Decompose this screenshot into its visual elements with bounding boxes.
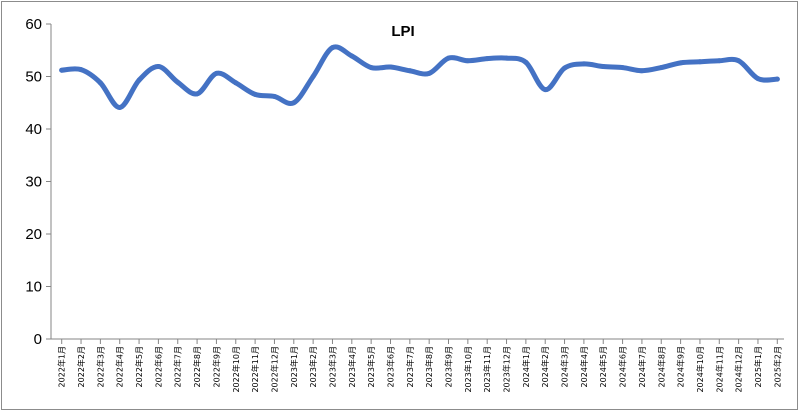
x-tick-label: 2024年4月 [579, 346, 589, 387]
y-tick-label: 60 [25, 16, 42, 33]
x-tick-label: 2023年1月 [289, 346, 299, 387]
data-point [446, 55, 452, 61]
x-tick-label: 2022年1月 [57, 346, 67, 387]
x-tick-label: 2023年10月 [463, 346, 473, 393]
y-axis: 0 10 20 30 40 50 60 [25, 16, 52, 348]
y-tick-label: 20 [25, 226, 42, 243]
data-point [620, 65, 626, 71]
x-tick-label: 2023年12月 [502, 346, 512, 393]
x-tick-label: 2024年6月 [618, 346, 628, 387]
data-point [349, 53, 355, 59]
x-tick-label: 2025年1月 [753, 346, 763, 387]
x-tick-label: 2022年8月 [192, 346, 202, 387]
x-tick-label: 2024年5月 [598, 346, 608, 387]
data-point [194, 91, 200, 97]
data-point [465, 58, 471, 64]
x-tick-label: 2023年8月 [424, 346, 434, 387]
data-point [97, 80, 103, 86]
y-tick-label: 10 [25, 279, 42, 296]
data-point [368, 65, 374, 71]
data-point [581, 61, 587, 67]
x-tick-label: 2024年7月 [637, 346, 647, 387]
x-tick-label: 2022年11月 [250, 346, 260, 393]
x-tick-label: 2024年12月 [734, 346, 744, 393]
x-tick-label: 2023年4月 [347, 346, 357, 387]
y-tick-label: 50 [25, 69, 42, 86]
y-tick-label: 30 [25, 174, 42, 191]
x-tick-label: 2023年2月 [308, 346, 318, 387]
data-point [658, 65, 664, 71]
data-point [426, 70, 432, 76]
data-point [175, 79, 181, 85]
x-tick-label: 2022年7月 [173, 346, 183, 387]
x-tick-label: 2024年11月 [714, 346, 724, 393]
data-point [562, 65, 568, 71]
x-tick-label: 2022年4月 [115, 346, 125, 387]
series [59, 44, 780, 110]
data-point [716, 58, 722, 64]
data-point [523, 59, 529, 65]
x-tick-label: 2022年10月 [231, 346, 241, 393]
chart-title: LPI [391, 23, 414, 40]
data-point [271, 93, 277, 99]
x-tick-label: 2022年6月 [153, 346, 163, 387]
x-tick-label: 2024年9月 [676, 346, 686, 387]
x-tick-label: 2023年11月 [482, 346, 492, 393]
x-tick-label: 2023年6月 [385, 346, 395, 387]
data-point [78, 67, 84, 73]
x-axis: 2022年1月 2022年2月 2022年3月 2022年4月 2022年5月 2022年… [51, 338, 784, 393]
data-point [387, 64, 393, 70]
series-line [59, 44, 780, 110]
x-tick-label: 2024年1月 [521, 346, 531, 387]
x-tick-label: 2022年2月 [76, 346, 86, 387]
x-tick-label: 2023年3月 [327, 346, 337, 387]
y-tick-label: 0 [34, 331, 42, 348]
data-point [678, 60, 684, 66]
data-point [736, 58, 742, 64]
data-point [291, 100, 297, 106]
data-point [600, 64, 606, 70]
x-tick-label: 2022年12月 [269, 346, 279, 393]
data-point [484, 56, 490, 62]
data-point [155, 64, 161, 70]
data-point [755, 76, 761, 82]
data-point [59, 67, 65, 73]
x-tick-label: 2025年2月 [772, 346, 782, 387]
x-tick-label: 2023年5月 [366, 346, 376, 387]
data-point [407, 68, 413, 74]
data-point [697, 59, 703, 65]
x-tick-label: 2023年9月 [444, 346, 454, 387]
data-point [542, 87, 548, 93]
data-point [310, 74, 316, 79]
data-point [213, 70, 219, 76]
data-point [252, 91, 258, 97]
y-tick-label: 40 [25, 121, 42, 138]
data-point [504, 55, 510, 61]
x-tick-label: 2024年3月 [560, 346, 570, 387]
x-tick-label: 2024年10月 [695, 346, 705, 393]
data-point [136, 77, 142, 83]
data-point [117, 104, 123, 110]
x-tick-label: 2022年3月 [95, 346, 105, 387]
x-tick-label: 2022年9月 [211, 346, 221, 387]
x-tick-label: 2024年2月 [540, 346, 550, 387]
x-tick-label: 2023年7月 [405, 346, 415, 387]
data-point [774, 76, 780, 82]
data-point [233, 80, 239, 86]
x-tick-label: 2022年5月 [134, 346, 144, 387]
data-point [329, 45, 335, 51]
data-point [639, 68, 645, 74]
x-tick-label: 2024年8月 [656, 346, 666, 387]
